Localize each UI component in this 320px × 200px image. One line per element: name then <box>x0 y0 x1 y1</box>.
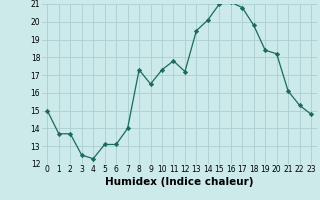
X-axis label: Humidex (Indice chaleur): Humidex (Indice chaleur) <box>105 177 253 187</box>
